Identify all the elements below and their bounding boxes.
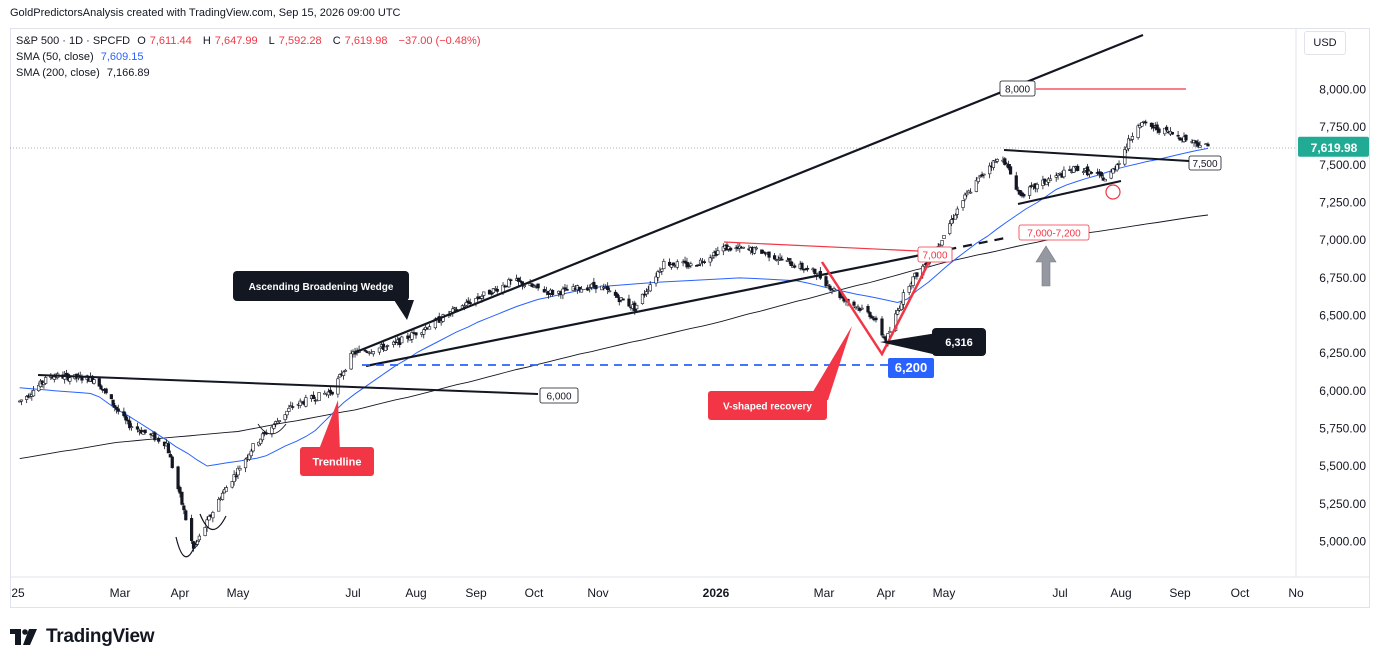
legend-sma200-label: SMA (200, close) <box>16 67 100 79</box>
legend-high-label: H <box>202 35 211 47</box>
tradingview-brand[interactable]: TradingView <box>10 626 155 648</box>
legend-change: −37.00 (−0.48%) <box>398 35 481 47</box>
legend-low: 7,592.28 <box>278 35 322 47</box>
legend-open: 7,611.44 <box>149 35 192 47</box>
legend-close-label: C <box>332 35 341 47</box>
legend-close: 7,619.98 <box>344 35 388 47</box>
chart-legend: S&P 500 · 1D · SPCFD O 7,611.44 H 7,647.99… <box>16 33 484 81</box>
legend-sma200-value: 7,166.89 <box>106 67 150 79</box>
tradingview-wordmark: TradingView <box>46 626 155 647</box>
tradingview-logo-icon <box>10 629 37 645</box>
legend-symbol-row: S&P 500 · 1D · SPCFD O 7,611.44 H 7,647.99… <box>16 33 484 49</box>
chart-caption: GoldPredictorsAnalysis created with Trad… <box>10 7 401 19</box>
legend-sma50-value: 7,609.15 <box>100 51 144 63</box>
legend-high: 7,647.99 <box>214 35 258 47</box>
currency-selector[interactable]: USD <box>1304 31 1346 55</box>
legend-sma50-label: SMA (50, close) <box>16 51 94 63</box>
legend-low-label: L <box>268 35 275 47</box>
legend-symbol[interactable]: S&P 500 · 1D · SPCFD <box>16 35 131 47</box>
chart-frame <box>10 28 1370 608</box>
legend-sma50-row[interactable]: SMA (50, close) 7,609.15 <box>16 49 484 65</box>
legend-sma200-row[interactable]: SMA (200, close) 7,166.89 <box>16 65 484 81</box>
legend-open-label: O <box>137 35 146 47</box>
